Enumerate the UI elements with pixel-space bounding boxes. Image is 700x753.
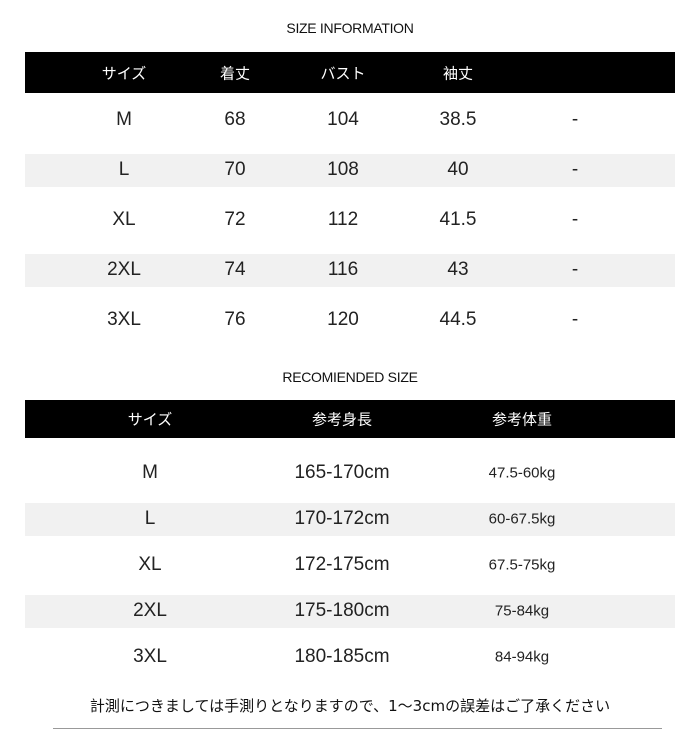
table-row: XL 172-175cm 67.5-75kg bbox=[25, 549, 675, 582]
table-cell: 2XL bbox=[133, 600, 167, 621]
table-cell: 172-175cm bbox=[294, 554, 390, 575]
table-cell: L bbox=[144, 508, 156, 529]
table-row: L 70 108 40 - bbox=[25, 153, 675, 187]
column-header: 参考体重 bbox=[491, 410, 553, 429]
table-row: 3XL 76 120 44.5 - bbox=[25, 304, 675, 337]
table-cell: 72 bbox=[224, 209, 246, 230]
table-cell: 3XL bbox=[133, 646, 167, 667]
table-cell: - bbox=[571, 209, 579, 230]
divider bbox=[53, 728, 662, 729]
column-header: 着丈 bbox=[219, 64, 251, 82]
table-cell: 75-84kg bbox=[494, 602, 550, 620]
recommended-size-table: サイズ 参考身長 参考体重 M 165-170cm 47.5-60kg L 170-172cm… bbox=[25, 400, 675, 680]
table-cell: 3XL bbox=[107, 309, 141, 330]
table-cell: M bbox=[116, 109, 132, 130]
measurement-note: 計測につきましては手測りとなりますので、1～3cmの誤差はご了承ください bbox=[89, 697, 611, 715]
table-row: M 165-170cm 47.5-60kg bbox=[25, 457, 675, 490]
table-row: 2XL 74 116 43 - bbox=[25, 253, 675, 287]
column-header: サイズ bbox=[101, 64, 147, 82]
column-header: バスト bbox=[320, 64, 366, 82]
table-cell: 120 bbox=[327, 309, 359, 330]
table-cell: 41.5 bbox=[439, 209, 477, 230]
table-cell: 108 bbox=[327, 159, 359, 180]
table-row: L 170-172cm 60-67.5kg bbox=[25, 502, 675, 536]
table-cell: 74 bbox=[224, 259, 246, 280]
table-cell: 67.5-75kg bbox=[488, 556, 556, 574]
table-cell: 165-170cm bbox=[294, 462, 390, 483]
table-cell: 70 bbox=[224, 159, 246, 180]
size-information-title: SIZE INFORMATION bbox=[286, 20, 414, 36]
table-cell: - bbox=[571, 159, 579, 180]
table-cell: 116 bbox=[327, 259, 359, 280]
table-row: 2XL 175-180cm 75-84kg bbox=[25, 594, 675, 628]
table-cell: 60-67.5kg bbox=[488, 510, 556, 528]
column-header: 袖丈 bbox=[442, 64, 474, 82]
table-cell: - bbox=[571, 259, 579, 280]
recommended-size-title: RECOMIENDED SIZE bbox=[282, 369, 418, 385]
table-cell: XL bbox=[112, 209, 136, 230]
table-cell: 44.5 bbox=[439, 309, 477, 330]
table-cell: 112 bbox=[327, 209, 359, 230]
table-cell: 68 bbox=[224, 109, 246, 130]
table-cell: 175-180cm bbox=[294, 600, 390, 621]
table-cell: 47.5-60kg bbox=[488, 464, 556, 482]
table-cell: 104 bbox=[327, 109, 359, 130]
table-cell: 2XL bbox=[107, 259, 141, 280]
table-cell: - bbox=[571, 309, 579, 330]
table-cell: 180-185cm bbox=[294, 646, 390, 667]
table-cell: M bbox=[142, 462, 158, 483]
table-row: XL 72 112 41.5 - bbox=[25, 204, 675, 237]
table-cell: 84-94kg bbox=[494, 648, 550, 666]
table-header: サイズ 着丈 バスト 袖丈 bbox=[25, 52, 675, 93]
table-cell: 43 bbox=[447, 259, 469, 280]
table-cell: 76 bbox=[224, 309, 246, 330]
table-row: 3XL 180-185cm 84-94kg bbox=[25, 641, 675, 674]
column-header: 参考身長 bbox=[311, 410, 373, 429]
table-header: サイズ 参考身長 参考体重 bbox=[25, 400, 675, 438]
table-cell: 38.5 bbox=[439, 109, 477, 130]
table-cell: - bbox=[571, 109, 579, 130]
table-cell: 40 bbox=[447, 159, 469, 180]
table-cell: XL bbox=[138, 554, 162, 575]
table-cell: L bbox=[118, 159, 130, 180]
size-information-table: サイズ 着丈 バスト 袖丈 M 68 104 38.5 - L 70 108 40 - XL 72 112 41.… bbox=[25, 52, 675, 352]
column-header: サイズ bbox=[127, 410, 173, 429]
table-cell: 170-172cm bbox=[294, 508, 390, 529]
table-row: M 68 104 38.5 - bbox=[25, 104, 675, 137]
